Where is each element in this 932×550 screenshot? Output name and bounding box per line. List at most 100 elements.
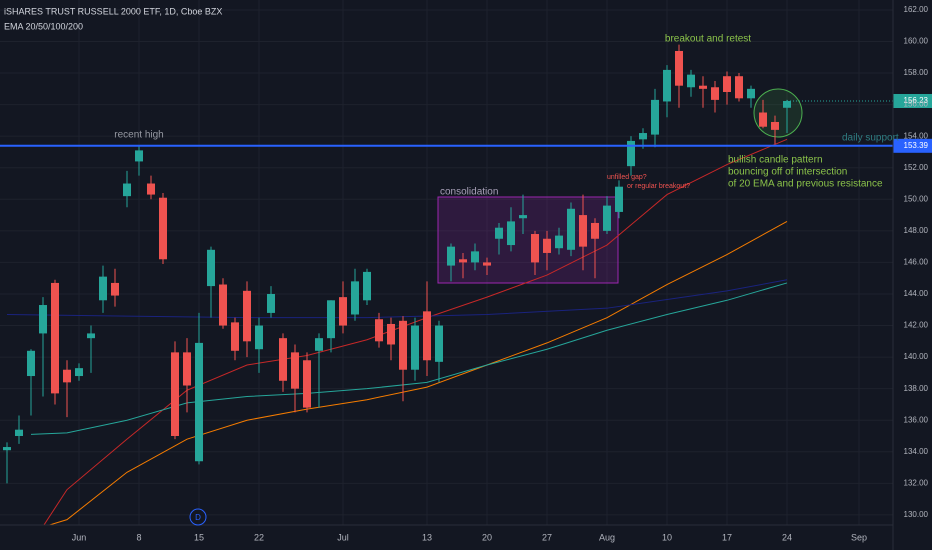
candle-body <box>99 276 107 301</box>
candle-body <box>255 325 263 350</box>
chart-title: iSHARES TRUST RUSSELL 2000 ETF, 1D, Cboe… <box>4 6 222 16</box>
y-tick-label: 148.00 <box>904 226 929 235</box>
x-tick-label: Jul <box>337 532 349 542</box>
x-tick-label: 20 <box>482 532 492 542</box>
candle-body <box>771 121 779 130</box>
candle-body <box>591 222 599 239</box>
candle-body <box>159 197 167 260</box>
x-tick-label: 13 <box>422 532 432 542</box>
ema-line <box>30 282 788 435</box>
candle-body <box>363 271 371 301</box>
candle-body <box>459 259 467 263</box>
annotation: bouncing off of intersection <box>728 167 847 178</box>
candle-body <box>471 251 479 263</box>
x-tick-label: 27 <box>542 532 552 542</box>
y-tick-label: 160.00 <box>904 37 929 46</box>
last-price-label: 156.23 <box>904 96 929 105</box>
candle-body <box>555 235 563 249</box>
annotation: consolidation <box>440 187 498 198</box>
candle-body <box>651 99 659 135</box>
candle-body <box>399 320 407 370</box>
y-tick-label: 142.00 <box>904 321 929 330</box>
candle-body <box>315 338 323 351</box>
x-tick-label: 24 <box>782 532 792 542</box>
candle-body <box>723 76 731 92</box>
annotation: bullish candle pattern <box>728 155 823 166</box>
y-tick-label: 144.00 <box>904 289 929 298</box>
y-tick-label: 130.00 <box>904 510 929 519</box>
support-tag-label: 153.39 <box>904 141 929 150</box>
y-tick-label: 158.00 <box>904 68 929 77</box>
candle-body <box>507 221 515 246</box>
x-tick-label: Aug <box>599 532 615 542</box>
x-tick-label: Sep <box>851 532 867 542</box>
candle-body <box>615 186 623 212</box>
candle-body <box>303 360 311 408</box>
candle-body <box>39 305 47 334</box>
candle-body <box>579 215 587 247</box>
y-tick-label: 152.00 <box>904 163 929 172</box>
candle-body <box>135 150 143 162</box>
candle-body <box>411 325 419 370</box>
y-tick-label: 138.00 <box>904 384 929 393</box>
candle-body <box>183 352 191 386</box>
candle-body <box>519 215 527 219</box>
candle-body <box>15 429 23 437</box>
y-tick-label: 162.00 <box>904 5 929 14</box>
candle-body <box>699 85 707 89</box>
candle-body <box>603 205 611 231</box>
candle-body <box>711 87 719 100</box>
x-tick-label: 15 <box>194 532 204 542</box>
x-tick-label: 17 <box>722 532 732 542</box>
candle-body <box>207 249 215 287</box>
candle-body <box>327 300 335 339</box>
y-tick-label: 156.00 <box>904 100 929 109</box>
candle-body <box>687 74 695 88</box>
candle-body <box>27 350 35 377</box>
support-tag <box>893 138 932 153</box>
y-tick-label: 132.00 <box>904 478 929 487</box>
candle-body <box>279 338 287 381</box>
candle-body <box>567 208 575 250</box>
annotation: recent high <box>114 130 163 141</box>
x-tick-label: 22 <box>254 532 264 542</box>
candle-body <box>351 281 359 315</box>
candle-body <box>639 133 647 140</box>
event-label: D <box>195 513 201 522</box>
candle-body <box>435 325 443 362</box>
candle-body <box>735 76 743 99</box>
last-price-tag <box>893 93 932 108</box>
y-tick-label: 154.00 <box>904 131 929 140</box>
candle-body <box>387 323 395 345</box>
x-tick-label: Jun <box>72 532 87 542</box>
y-tick-label: 136.00 <box>904 415 929 424</box>
annotation: breakout and retest <box>665 34 751 45</box>
candle-body <box>543 238 551 253</box>
candle-body <box>123 183 131 197</box>
event-marker[interactable] <box>189 508 207 526</box>
candle-body <box>675 50 683 86</box>
candle-body <box>87 333 95 339</box>
candle-body <box>423 311 431 361</box>
x-tick-label: 8 <box>136 532 141 542</box>
consolidation-box <box>437 196 619 284</box>
candle-body <box>339 297 347 326</box>
candle-body <box>627 140 635 167</box>
y-tick-label: 134.00 <box>904 447 929 456</box>
y-tick-label: 146.00 <box>904 258 929 267</box>
candle-body <box>447 246 455 266</box>
annotation: of 20 EMA and previous resistance <box>728 179 883 190</box>
y-tick-label: 140.00 <box>904 352 929 361</box>
candle-body <box>663 69 671 102</box>
ema-line <box>43 138 788 525</box>
candle-body <box>783 100 791 108</box>
candle-body <box>111 282 119 296</box>
ema-line <box>47 220 788 525</box>
annotation: daily support <box>842 133 899 144</box>
candle-body <box>195 342 203 462</box>
candle-body <box>483 262 491 266</box>
candle-body <box>495 227 503 239</box>
candle-body <box>267 293 275 313</box>
candle-body <box>75 368 83 377</box>
